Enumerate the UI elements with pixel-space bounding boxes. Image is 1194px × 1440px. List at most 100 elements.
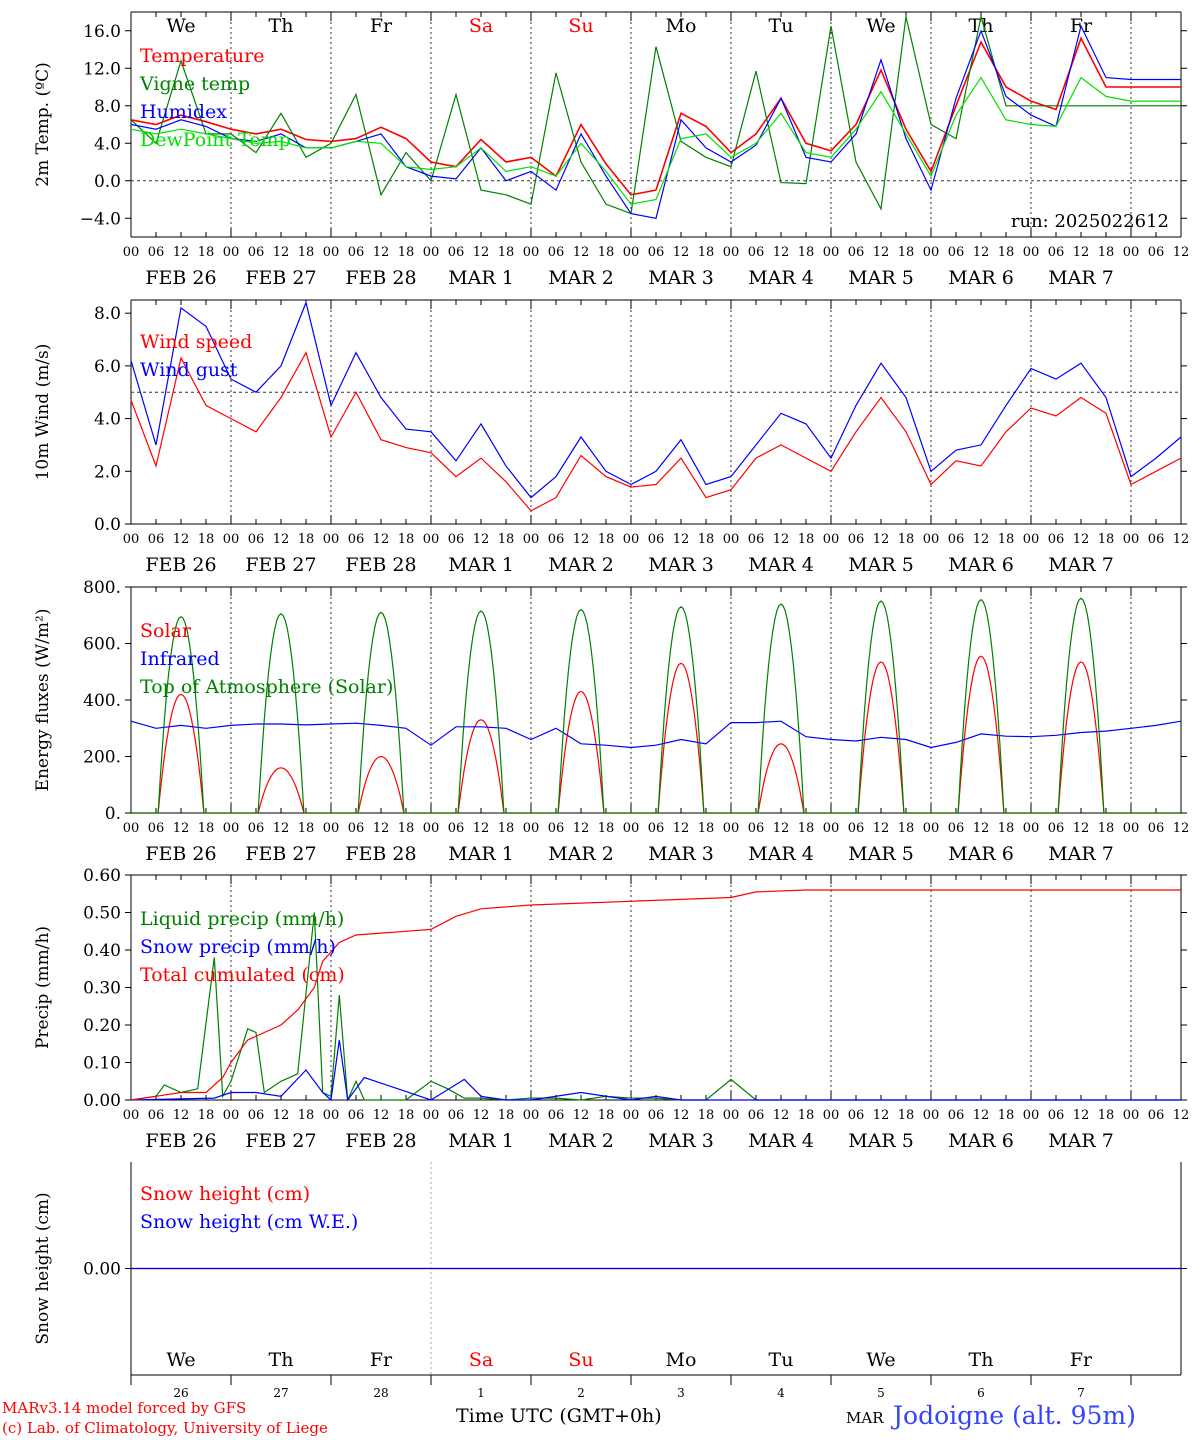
legend-entry: Wind speed xyxy=(140,331,252,353)
hour-tick-label: 06 xyxy=(348,532,365,547)
y-tick-label: 0.40 xyxy=(83,941,121,961)
date-label: FEB 28 xyxy=(345,1130,416,1152)
hour-tick-label: 18 xyxy=(798,1108,815,1123)
hour-tick-label: 18 xyxy=(698,1108,715,1123)
hour-tick-label: 18 xyxy=(398,1108,415,1123)
series-line-2 xyxy=(130,720,1182,749)
hour-tick-label: 18 xyxy=(998,245,1015,260)
hour-tick-label: 18 xyxy=(998,1108,1015,1123)
date-label: MAR 4 xyxy=(748,267,814,289)
weekday-label: We xyxy=(866,15,895,37)
y-tick-label: 4.0 xyxy=(94,134,121,154)
hour-tick-label: 12 xyxy=(573,532,590,547)
series-line-3 xyxy=(131,597,1181,814)
hour-tick-label: 00 xyxy=(623,821,640,836)
hour-tick-label: 18 xyxy=(1098,1108,1115,1123)
date-label: MAR 5 xyxy=(848,1130,914,1152)
hour-tick-label: 12 xyxy=(673,1108,690,1123)
hour-tick-label: 12 xyxy=(173,821,190,836)
hour-tick-label: 12 xyxy=(273,245,290,260)
date-label: MAR 4 xyxy=(748,843,814,865)
hour-tick-label: 00 xyxy=(723,821,740,836)
hour-tick-label: 18 xyxy=(198,245,215,260)
hour-tick-label: 06 xyxy=(848,1108,865,1123)
hour-tick-label: 00 xyxy=(223,821,240,836)
hour-tick-label: 18 xyxy=(1098,532,1115,547)
weekday-label: We xyxy=(866,1349,895,1371)
legend-entry: Vigne temp xyxy=(139,73,250,95)
hour-tick-label: 12 xyxy=(573,245,590,260)
hour-tick-label: 12 xyxy=(273,532,290,547)
hour-tick-label: 18 xyxy=(198,532,215,547)
hour-tick-label: 12 xyxy=(1173,1108,1190,1123)
hour-tick-label: 00 xyxy=(923,245,940,260)
panel-5: 0.00 Snow height (cm) We Th Fr Sa Su Mo Tu We Th Fr… xyxy=(33,1162,1187,1400)
hour-tick-label: 18 xyxy=(1098,245,1115,260)
hour-tick-label: 06 xyxy=(1048,532,1065,547)
y-tick-label: 8.0 xyxy=(94,304,121,324)
date-label: MAR 6 xyxy=(948,554,1014,576)
y-tick-label: 0. xyxy=(105,804,121,824)
hour-tick-label: 12 xyxy=(973,245,990,260)
hour-tick-label: 18 xyxy=(798,821,815,836)
date-label: FEB 26 xyxy=(145,1130,216,1152)
hour-tick-label: 00 xyxy=(223,532,240,547)
panel-1: 16.0 12.0 8.0 4.0 0.0 −4.0 2m Temp. (ºC) 00 06 12… xyxy=(33,11,1189,289)
hour-tick-label: 12 xyxy=(473,532,490,547)
y-tick-label: 0.20 xyxy=(83,1016,121,1036)
hour-tick-label: 12 xyxy=(273,1108,290,1123)
legend-entry: Temperature xyxy=(140,45,264,67)
hour-tick-label: 18 xyxy=(298,1108,315,1123)
hour-tick-label: 12 xyxy=(873,1108,890,1123)
hour-tick-label: 12 xyxy=(173,245,190,260)
hour-tick-label: 12 xyxy=(173,1108,190,1123)
legend-entry: Infrared xyxy=(140,648,220,670)
hour-tick-label: 00 xyxy=(323,532,340,547)
y-tick-label: 400. xyxy=(83,691,121,711)
hour-tick-label: 12 xyxy=(373,532,390,547)
hour-tick-label: 12 xyxy=(673,532,690,547)
hour-tick-label: 18 xyxy=(298,245,315,260)
legend-entry: Snow precip (mm/h) xyxy=(140,936,336,958)
weekday-label: Fr xyxy=(370,1349,393,1371)
hour-tick-label: 06 xyxy=(748,1108,765,1123)
hour-tick-label: 18 xyxy=(898,1108,915,1123)
weekday-label: Mo xyxy=(666,15,697,37)
date-label: MAR 2 xyxy=(548,267,614,289)
hour-tick-label: 18 xyxy=(298,532,315,547)
hour-tick-label: 18 xyxy=(598,245,615,260)
weekday-label: Tu xyxy=(769,1349,794,1371)
hour-tick-label: 06 xyxy=(248,245,265,260)
y-tick-label: 0.00 xyxy=(83,1260,121,1280)
hour-tick-label: 06 xyxy=(848,821,865,836)
legend-entry: Total cumulated (cm) xyxy=(140,964,345,986)
y-tick-label: 6.0 xyxy=(94,357,121,377)
hour-tick-label: 00 xyxy=(423,532,440,547)
hour-tick-label: 12 xyxy=(1173,532,1190,547)
hour-tick-label: 12 xyxy=(673,821,690,836)
hour-tick-label: 06 xyxy=(548,532,565,547)
hour-tick-label: 06 xyxy=(148,1108,165,1123)
y-tick-label: 0.30 xyxy=(83,979,121,999)
hour-tick-label: 18 xyxy=(498,245,515,260)
hour-tick-label: 18 xyxy=(898,245,915,260)
hour-tick-label: 00 xyxy=(123,1108,140,1123)
hour-tick-label: 12 xyxy=(1173,821,1190,836)
y-tick-label: 0.10 xyxy=(83,1054,121,1074)
weekday-label: Th xyxy=(269,1349,294,1371)
hour-tick-label: 06 xyxy=(148,532,165,547)
hour-tick-label: 12 xyxy=(773,245,790,260)
day-number: 7 xyxy=(1077,1386,1085,1400)
weekday-label: Sa xyxy=(469,1349,493,1371)
hour-tick-label: 06 xyxy=(648,1108,665,1123)
hour-tick-label: 12 xyxy=(373,1108,390,1123)
hour-tick-label: 00 xyxy=(723,1108,740,1123)
hour-tick-label: 12 xyxy=(873,532,890,547)
hour-tick-label: 06 xyxy=(248,821,265,836)
date-label: MAR 4 xyxy=(748,1130,814,1152)
hour-tick-label: 06 xyxy=(448,1108,465,1123)
y-axis-title: 2m Temp. (ºC) xyxy=(33,62,53,187)
hour-tick-label: 18 xyxy=(698,532,715,547)
hour-tick-label: 18 xyxy=(998,821,1015,836)
